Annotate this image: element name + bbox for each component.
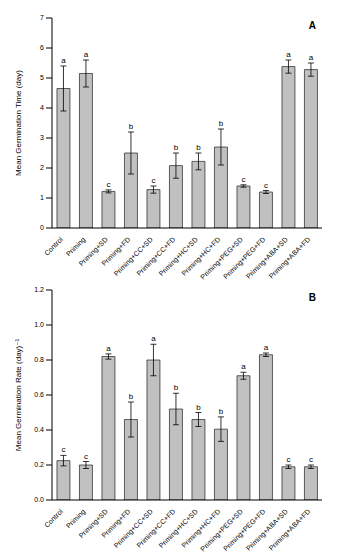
svg-text:Priming+ABA+FD: Priming+ABA+FD [267,508,312,552]
svg-text:a: a [309,53,314,62]
svg-text:Priming+HC+SD: Priming+HC+SD [157,236,199,278]
svg-text:a: a [61,56,66,65]
svg-text:Priming+HC+FD: Priming+HC+FD [180,508,222,550]
svg-text:a: a [286,50,291,59]
svg-text:b: b [196,143,201,152]
svg-text:Priming+ABA+SD: Priming+ABA+SD [245,508,290,552]
svg-text:Priming+PEG+FD: Priming+PEG+FD [222,236,267,280]
svg-text:7: 7 [40,14,44,21]
svg-text:b: b [219,407,224,416]
svg-text:c: c [84,452,88,461]
svg-text:Priming+HC+FD: Priming+HC+FD [180,236,222,278]
svg-text:Priming+CC+SD: Priming+CC+SD [112,508,154,550]
svg-text:5: 5 [40,74,44,81]
svg-text:c: c [286,455,290,464]
svg-text:Priming+FD: Priming+FD [100,507,132,539]
svg-text:c: c [151,176,155,185]
svg-text:Priming+PEG+SD: Priming+PEG+SD [199,508,245,552]
svg-text:Priming+CC+FD: Priming+CC+FD [135,508,177,550]
html-text:A: A [308,20,316,31]
svg-text:Priming+HC+SD: Priming+HC+SD [157,508,199,550]
svg-text:3: 3 [40,134,44,141]
svg-text:0: 0 [40,224,44,231]
svg-text:Priming+SD: Priming+SD [77,507,109,540]
svg-text:Priming+ABA+SD: Priming+ABA+SD [245,236,290,280]
svg-text:c: c [309,455,313,464]
svg-text:a: a [241,362,246,371]
svg-text:b: b [196,403,201,412]
svg-text:Control: Control [43,507,64,528]
svg-text:a: a [264,343,269,352]
html-text:B: B [308,292,316,303]
svg-text:Priming: Priming [64,507,87,530]
svg-text:c: c [264,181,268,190]
svg-text:Priming+CC+FD: Priming+CC+FD [135,236,177,278]
svg-text:Priming+PEG+FD: Priming+PEG+FD [222,508,267,552]
svg-text:1: 1 [40,194,44,201]
svg-text:0.2: 0.2 [34,461,44,468]
svg-text:Priming: Priming [64,235,87,258]
svg-text:Priming+CC+SD: Priming+CC+SD [112,236,154,278]
svg-text:Priming+FD: Priming+FD [100,235,132,267]
svg-text:c: c [106,180,110,189]
svg-text:b: b [174,383,179,392]
svg-text:0.4: 0.4 [34,426,44,433]
svg-text:Priming+SD: Priming+SD [77,235,109,268]
svg-text:Control: Control [43,235,64,256]
svg-text:a: a [151,334,156,343]
svg-text:Mean Germination Time (day): Mean Germination Time (day) [14,70,23,176]
svg-text:1.2: 1.2 [34,286,44,293]
svg-text:Priming+ABA+FD: Priming+ABA+FD [267,236,312,280]
svg-text:Mean Germination Rate (day)⁻¹: Mean Germination Rate (day)⁻¹ [14,339,23,452]
svg-text:b: b [129,122,134,131]
svg-text:b: b [219,119,224,128]
svg-text:6: 6 [40,44,44,51]
svg-text:c: c [241,175,245,184]
svg-text:4: 4 [40,104,44,111]
svg-text:2: 2 [40,164,44,171]
svg-text:0.6: 0.6 [34,391,44,398]
svg-text:a: a [84,50,89,59]
svg-text:c: c [61,445,65,454]
svg-text:b: b [174,143,179,152]
svg-text:a: a [106,344,111,353]
svg-text:0.0: 0.0 [34,496,44,503]
svg-text:0.8: 0.8 [34,356,44,363]
svg-text:1.0: 1.0 [34,321,44,328]
svg-text:b: b [129,392,134,401]
svg-text:Priming+PEG+SD: Priming+PEG+SD [199,236,245,280]
